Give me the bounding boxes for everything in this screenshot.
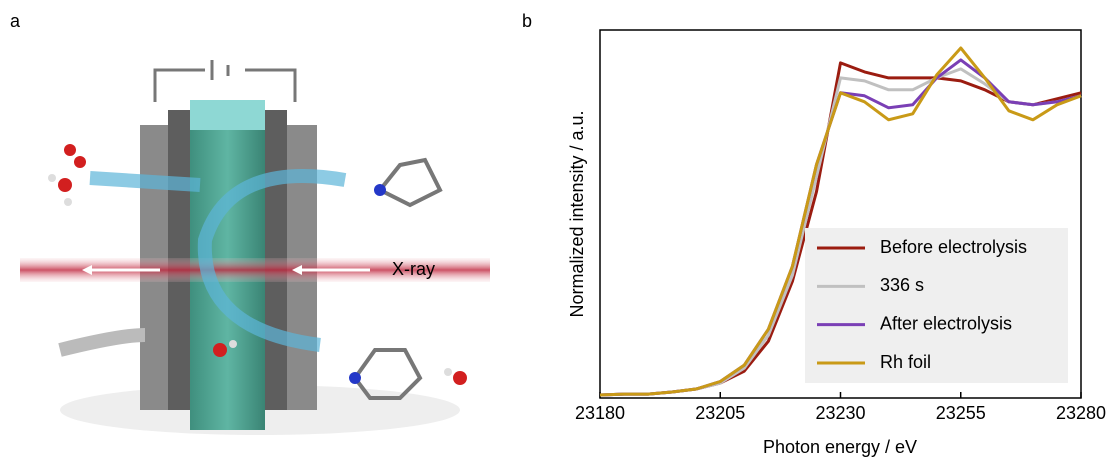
beam-label: X-ray bbox=[392, 259, 435, 279]
panel-label: a bbox=[10, 11, 21, 31]
x-tick-label: 23205 bbox=[695, 403, 745, 423]
legend-box bbox=[805, 228, 1068, 383]
y-axis-label: Normalized intensity / a.u. bbox=[567, 110, 587, 317]
x-tick-label: 23280 bbox=[1056, 403, 1106, 423]
legend-label: Before electrolysis bbox=[880, 237, 1027, 257]
cell-illustration bbox=[20, 60, 490, 435]
x-tick-label: 23230 bbox=[815, 403, 865, 423]
legend-label: After electrolysis bbox=[880, 313, 1012, 333]
legend-label: 336 s bbox=[880, 275, 924, 295]
series-line bbox=[599, 46, 1082, 397]
legend-label: Rh foil bbox=[880, 352, 931, 372]
x-tick-label: 23180 bbox=[575, 403, 625, 423]
x-tick-label: 23255 bbox=[936, 403, 986, 423]
x-axis-label: Photon energy / eV bbox=[763, 437, 917, 457]
panel-label: b bbox=[522, 11, 532, 31]
